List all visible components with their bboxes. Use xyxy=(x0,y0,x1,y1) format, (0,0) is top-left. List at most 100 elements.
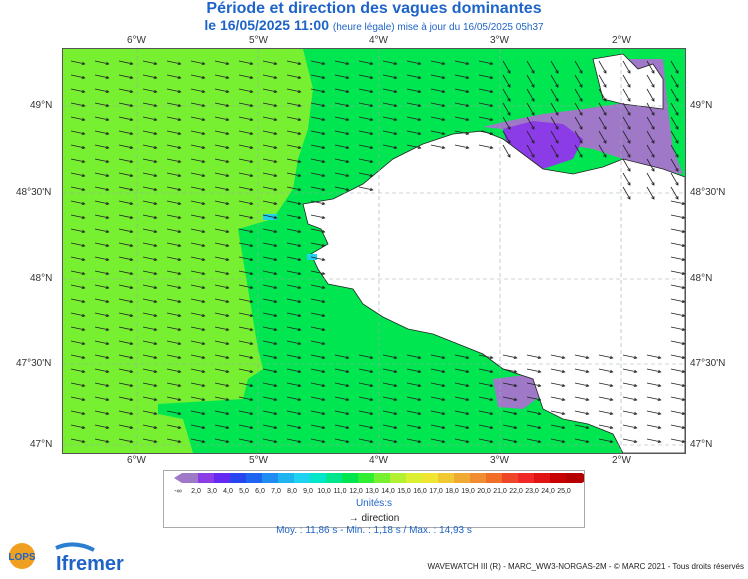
direction-arrow xyxy=(382,144,397,149)
direction-arrow xyxy=(358,354,373,359)
direction-arrow xyxy=(94,284,109,289)
direction-arrow xyxy=(214,88,229,93)
direction-arrow-head xyxy=(201,271,206,276)
direction-arrow-head xyxy=(105,173,110,178)
direction-arrow-head xyxy=(225,201,230,206)
direction-arrow-head xyxy=(129,341,134,346)
direction-arrow-head xyxy=(465,369,470,374)
direction-arrow xyxy=(454,410,469,415)
direction-arrow xyxy=(430,438,445,443)
direction-arrow xyxy=(190,228,205,233)
direction-arrow xyxy=(94,158,109,163)
direction-arrow xyxy=(478,60,493,65)
direction-arrow xyxy=(238,256,253,261)
direction-arrow-head xyxy=(675,84,679,88)
colorbar-tick-label: 7,0 xyxy=(271,488,281,495)
direction-arrow-head xyxy=(273,187,278,192)
direction-arrow xyxy=(598,382,613,387)
direction-arrow xyxy=(358,88,373,93)
lat-label-left: 49°N xyxy=(30,100,53,111)
direction-arrow xyxy=(166,396,181,401)
wave-map xyxy=(63,49,685,453)
direction-arrow xyxy=(670,438,685,443)
direction-arrow xyxy=(238,424,253,429)
direction-arrow-head xyxy=(273,285,278,290)
direction-arrow-head xyxy=(417,411,422,416)
direction-arrow xyxy=(166,214,181,219)
direction-arrow-head xyxy=(513,425,518,430)
direction-arrow-head xyxy=(345,425,350,430)
direction-arrow xyxy=(142,312,157,317)
direction-arrow-head xyxy=(177,313,182,318)
direction-arrow xyxy=(118,340,133,345)
direction-arrow-head xyxy=(153,89,158,94)
direction-arrow-head xyxy=(369,425,374,430)
direction-arrow-head xyxy=(603,154,607,158)
lon-label-bottom: 3°W xyxy=(490,455,509,466)
direction-arrow-head xyxy=(129,117,134,122)
direction-arrow xyxy=(142,396,157,401)
direction-arrow-head xyxy=(201,201,206,206)
direction-arrow-head xyxy=(153,369,158,374)
direction-arrow-head xyxy=(657,425,662,430)
direction-arrow-head xyxy=(201,229,206,234)
direction-arrow xyxy=(286,298,301,303)
direction-arrow-head xyxy=(129,383,134,388)
direction-arrow-head xyxy=(603,112,607,116)
colorbar-tick-label: 3,0 xyxy=(207,488,217,495)
direction-arrow xyxy=(406,424,421,429)
direction-arrow xyxy=(646,172,655,186)
direction-arrow xyxy=(598,354,613,359)
lat-label-left: 48°N xyxy=(30,273,53,284)
direction-arrow xyxy=(310,228,325,233)
direction-arrow xyxy=(622,438,637,443)
direction-arrow-head xyxy=(153,257,158,262)
direction-arrow-head xyxy=(585,383,590,388)
direction-arrow xyxy=(526,74,535,88)
direction-arrow xyxy=(646,410,661,415)
colorbar-swatch xyxy=(518,473,534,483)
direction-arrow xyxy=(646,424,661,429)
direction-arrow xyxy=(646,74,655,88)
direction-arrow-head xyxy=(297,341,302,346)
direction-arrow xyxy=(622,424,637,429)
direction-arrow xyxy=(70,312,85,317)
direction-arrow-head xyxy=(393,89,398,94)
direction-arrow-head xyxy=(651,98,655,102)
direction-arrow xyxy=(238,102,253,107)
direction-arrow xyxy=(598,410,613,415)
direction-arrow xyxy=(334,382,349,387)
direction-arrow-head xyxy=(249,285,254,290)
direction-arrow-head xyxy=(465,75,470,80)
direction-arrow-head xyxy=(177,299,182,304)
direction-arrow-head xyxy=(225,411,230,416)
direction-arrow xyxy=(646,116,655,130)
direction-arrow xyxy=(142,340,157,345)
direction-arrow xyxy=(358,368,373,373)
direction-arrow xyxy=(262,74,277,79)
direction-arrow-head xyxy=(249,145,254,150)
direction-arrow-head xyxy=(153,299,158,304)
direction-arrow xyxy=(190,284,205,289)
map-panel[interactable] xyxy=(62,48,686,454)
direction-arrow-head xyxy=(675,196,679,200)
lon-label-top: 5°W xyxy=(249,35,268,46)
direction-arrow xyxy=(238,326,253,331)
direction-arrow-head xyxy=(369,411,374,416)
direction-arrow-head xyxy=(585,425,590,430)
direction-arrow-head xyxy=(489,131,494,136)
direction-arrow xyxy=(382,368,397,373)
direction-arrow xyxy=(502,144,511,158)
direction-arrow-head xyxy=(675,182,679,186)
direction-arrow xyxy=(358,102,373,107)
direction-arrow xyxy=(574,382,589,387)
direction-arrow xyxy=(238,200,253,205)
direction-arrow xyxy=(406,368,421,373)
direction-arrow-head xyxy=(105,369,110,374)
direction-arrow xyxy=(238,298,253,303)
direction-arrow xyxy=(502,424,517,429)
direction-arrow-head xyxy=(579,84,583,88)
direction-arrow-head xyxy=(129,243,134,248)
direction-arrow-head xyxy=(321,383,326,388)
direction-arrow-head xyxy=(393,369,398,374)
